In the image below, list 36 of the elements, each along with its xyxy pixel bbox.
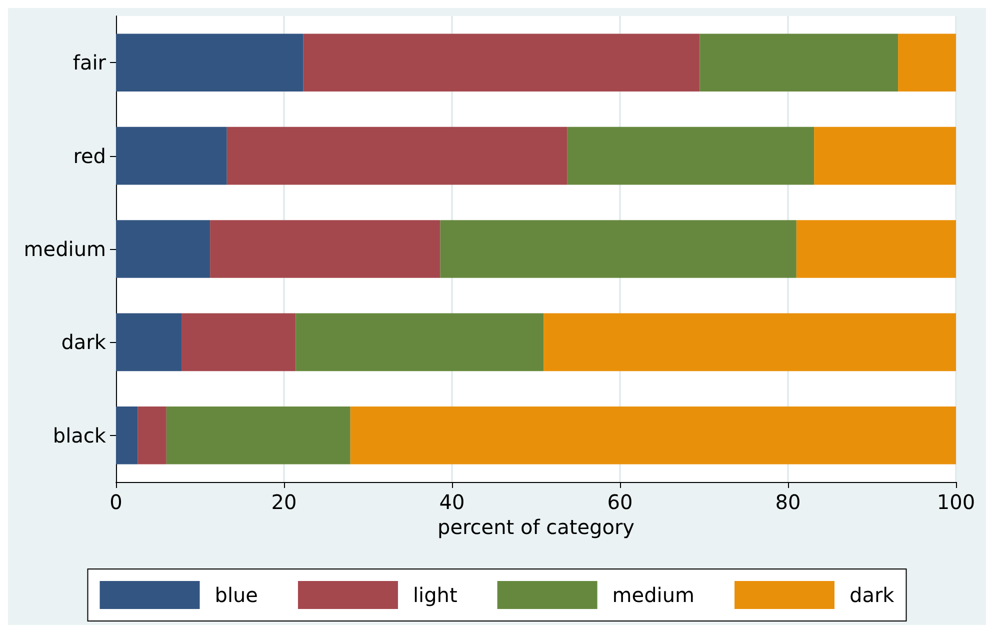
bar	[116, 126, 227, 185]
x-tick-label: 40	[439, 490, 465, 514]
x-tick-label: 60	[607, 490, 633, 514]
legend-label: medium	[612, 583, 695, 607]
bar	[116, 406, 138, 464]
bar	[166, 406, 350, 464]
bar	[700, 34, 898, 92]
y-tick-label: red	[73, 144, 106, 168]
bar	[226, 126, 568, 185]
bar	[116, 34, 304, 92]
bar	[116, 220, 210, 278]
x-tick-label: 20	[271, 490, 297, 514]
bar	[182, 313, 296, 372]
bar	[440, 220, 796, 278]
x-tick-label: 80	[775, 490, 801, 514]
bar	[544, 313, 956, 372]
bar	[138, 406, 166, 464]
bar	[814, 126, 956, 185]
x-axis-title: percent of category	[438, 514, 635, 539]
y-tick-label: black	[52, 423, 106, 448]
bar	[898, 34, 956, 92]
y-tick-label: dark	[61, 330, 106, 354]
bar	[567, 126, 814, 185]
bar	[303, 34, 700, 92]
bar	[210, 220, 440, 278]
y-tick-label: fair	[72, 50, 107, 75]
x-tick-label: 0	[110, 490, 122, 514]
bar	[350, 406, 956, 464]
bar	[116, 313, 182, 372]
x-tick-label: 100	[936, 490, 976, 514]
legend-label: dark	[850, 583, 895, 607]
bar	[796, 220, 956, 278]
legend-label: light	[412, 583, 458, 607]
y-tick-label: medium	[24, 237, 106, 261]
bar	[296, 313, 544, 372]
legend-label: blue	[214, 583, 258, 607]
